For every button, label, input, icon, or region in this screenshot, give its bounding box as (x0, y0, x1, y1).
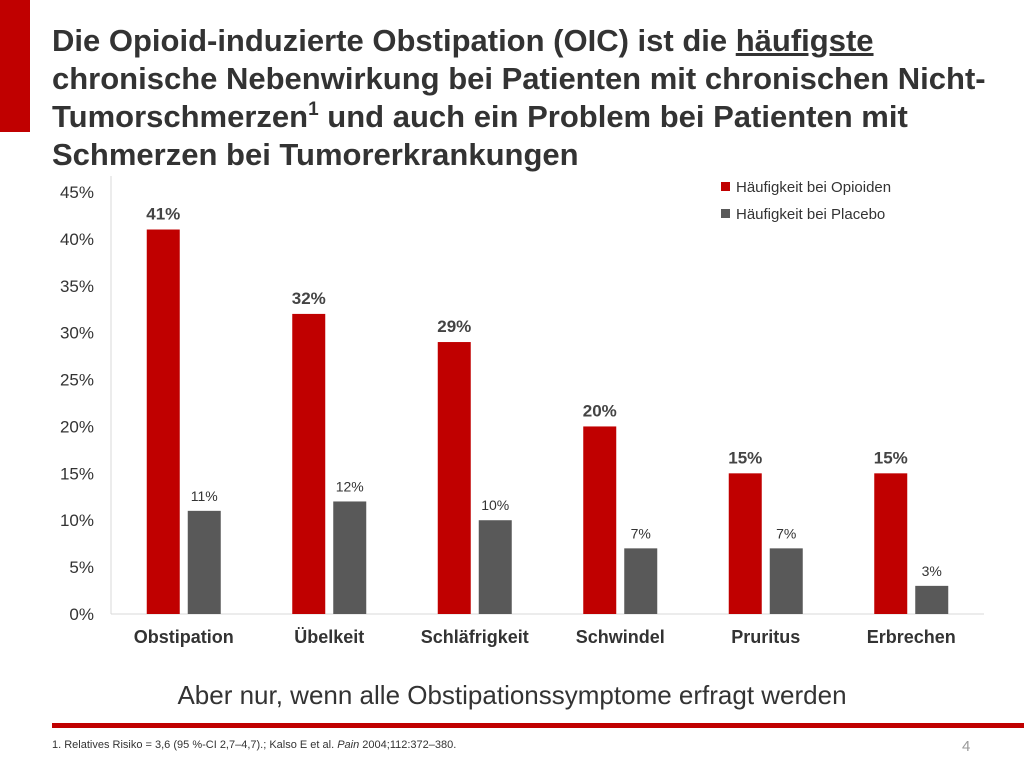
bar-opioids (728, 473, 762, 614)
legend-swatch-placebo (721, 209, 730, 218)
bar-opioids (874, 473, 908, 614)
y-tick-label: 35% (60, 277, 94, 296)
y-tick-label: 20% (60, 417, 94, 436)
legend-swatch-opioids (721, 182, 730, 191)
bar-opioids (292, 313, 326, 614)
footnote: 1. Relatives Risiko = 3,6 (95 %-CI 2,7–4… (52, 739, 456, 751)
data-label-placebo: 12% (336, 478, 364, 494)
y-tick-label: 5% (69, 558, 94, 577)
bar-value-labels: 41% 11% 32% 12% 29% 10% 20% 7% 15% 7% 15% 3% (146, 205, 942, 579)
slide-title: Die Opioid-induzierte Obstipation (OIC) … (52, 22, 1002, 174)
data-label-opioids: 29% (437, 317, 471, 336)
bar-opioids (146, 229, 180, 614)
title-text-1: Die Opioid-induzierte Obstipation (OIC) … (52, 23, 736, 58)
title-footnote-ref: 1 (308, 99, 319, 120)
y-tick-label: 45% (60, 183, 94, 202)
x-axis-labels: Obstipation Übelkeit Schläfrigkeit Schwinde… (134, 627, 956, 647)
page-number: 4 (962, 738, 971, 755)
data-label-placebo: 11% (191, 488, 218, 504)
x-tick-label: Schwindel (576, 627, 665, 647)
bar-opioids (437, 342, 471, 614)
data-label-opioids: 15% (874, 448, 908, 467)
footnote-text-1: 1. Relatives Risiko = 3,6 (95 %-CI 2,7–4… (52, 739, 338, 751)
bars (146, 229, 949, 614)
bar-placebo (333, 501, 367, 614)
bar-placebo (187, 510, 221, 614)
data-label-placebo: 7% (631, 525, 651, 541)
title-text-3: und auch ein Problem bei Patienten mit S… (52, 99, 908, 172)
bar-placebo (624, 548, 658, 614)
title-underlined-word: häufigste (735, 23, 874, 58)
footer-rule (52, 723, 1024, 728)
bar-placebo (478, 520, 512, 614)
x-tick-label: Übelkeit (294, 627, 364, 647)
legend-label-placebo: Häufigkeit bei Placebo (736, 206, 885, 223)
y-tick-label: 40% (60, 230, 94, 249)
y-tick-label: 25% (60, 371, 94, 390)
x-tick-label: Erbrechen (867, 627, 956, 647)
data-label-placebo: 7% (776, 525, 796, 541)
y-tick-label: 15% (60, 464, 94, 483)
bar-placebo (769, 548, 803, 614)
bar-placebo (915, 585, 949, 614)
accent-bar (0, 0, 30, 132)
bar-chart: 0% 5% 10% 15% 20% 25% 30% 35% 40% 45% 41% 11% 32% 12… (60, 176, 984, 647)
y-tick-label: 10% (60, 511, 94, 530)
data-label-placebo: 10% (481, 497, 509, 513)
x-tick-label: Obstipation (134, 627, 234, 647)
x-tick-label: Schläfrigkeit (421, 627, 529, 647)
footnote-journal: Pain (337, 739, 360, 751)
y-tick-label: 30% (60, 324, 94, 343)
data-label-placebo: 3% (922, 563, 942, 579)
data-label-opioids: 32% (292, 289, 326, 308)
slide-subtitle: Aber nur, wenn alle Obstipationssymptome… (177, 680, 847, 710)
data-label-opioids: 41% (146, 205, 180, 224)
bar-opioids (583, 426, 617, 614)
y-tick-label: 0% (69, 605, 94, 624)
legend: Häufigkeit bei Opioiden Häufigkeit bei Pl… (721, 179, 891, 223)
title-text-2: chronische Nebenwirkung bei Patienten mi… (52, 61, 986, 134)
footnote-text-2: 2004;112:372–380. (359, 739, 457, 751)
y-axis-ticks: 0% 5% 10% 15% 20% 25% 30% 35% 40% 45% (60, 183, 94, 624)
data-label-opioids: 15% (728, 448, 762, 467)
x-tick-label: Pruritus (731, 627, 800, 647)
data-label-opioids: 20% (583, 401, 617, 420)
legend-label-opioids: Häufigkeit bei Opioiden (736, 179, 891, 196)
